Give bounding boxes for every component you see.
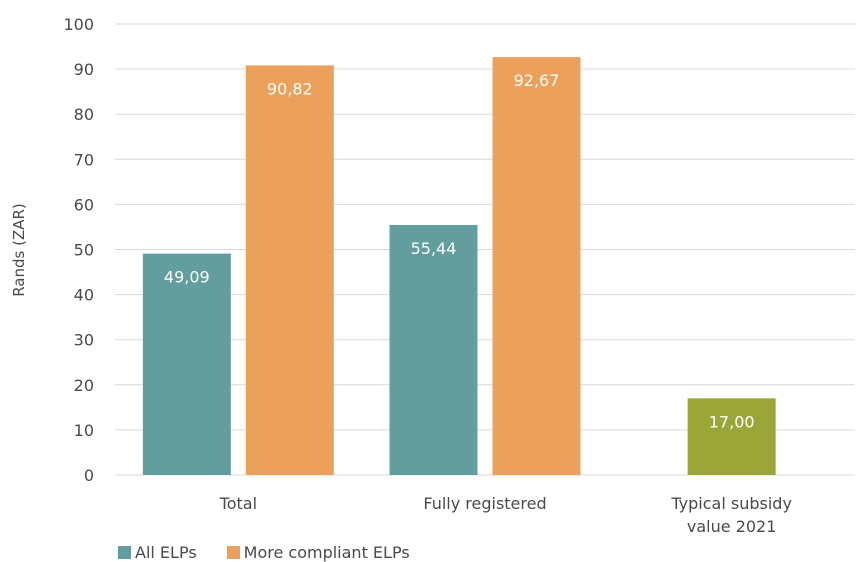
bars (143, 57, 776, 475)
category-labels: Total Fully registered Typical subsidy valu… (219, 494, 792, 536)
legend-item-more-compliant-elps: More compliant ELPs (227, 543, 410, 562)
bar-series0-cat1 (390, 225, 478, 475)
y-axis-title: Rands (ZAR) (10, 203, 28, 297)
y-tick-label-10: 10 (74, 421, 94, 440)
legend-swatch-all-elps (118, 546, 131, 559)
legend-item-all-elps: All ELPs (118, 543, 197, 562)
y-tick-label-50: 50 (74, 241, 94, 260)
y-tick-labels: 0 10 20 30 40 50 60 70 80 90 100 (63, 15, 94, 485)
y-tick-label-90: 90 (74, 60, 94, 79)
bar-series2-cat2 (688, 398, 776, 475)
category-label-0-line0: Total (219, 494, 257, 513)
bar-value-label-series0-cat1: 55,44 (411, 239, 457, 258)
y-tick-label-60: 60 (74, 195, 94, 214)
bar-value-label-series1-cat1: 92,67 (514, 71, 560, 90)
y-tick-label-20: 20 (74, 376, 94, 395)
category-label-1-line0: Fully registered (423, 494, 546, 513)
legend-label-all-elps: All ELPs (135, 543, 197, 562)
y-tick-label-0: 0 (84, 466, 94, 485)
bar-series1-cat1 (493, 57, 581, 475)
legend-swatch-more-compliant-elps (227, 546, 240, 559)
y-tick-label-70: 70 (74, 150, 94, 169)
legend: All ELPs More compliant ELPs (118, 543, 410, 562)
bar-series0-cat0 (143, 254, 231, 475)
bar-value-label-series0-cat0: 49,09 (164, 268, 210, 287)
y-tick-label-80: 80 (74, 105, 94, 124)
bar-series1-cat0 (246, 65, 334, 475)
category-label-2-line0: Typical subsidy (670, 494, 792, 513)
y-tick-label-30: 30 (74, 331, 94, 350)
legend-label-more-compliant-elps: More compliant ELPs (244, 543, 410, 562)
category-label-2-line1: value 2021 (687, 517, 777, 536)
bar-value-label-series1-cat0: 90,82 (267, 79, 313, 98)
bar-value-label-series2-cat2: 17,00 (709, 412, 755, 431)
y-tick-label-40: 40 (74, 286, 94, 305)
y-tick-label-100: 100 (63, 15, 94, 34)
